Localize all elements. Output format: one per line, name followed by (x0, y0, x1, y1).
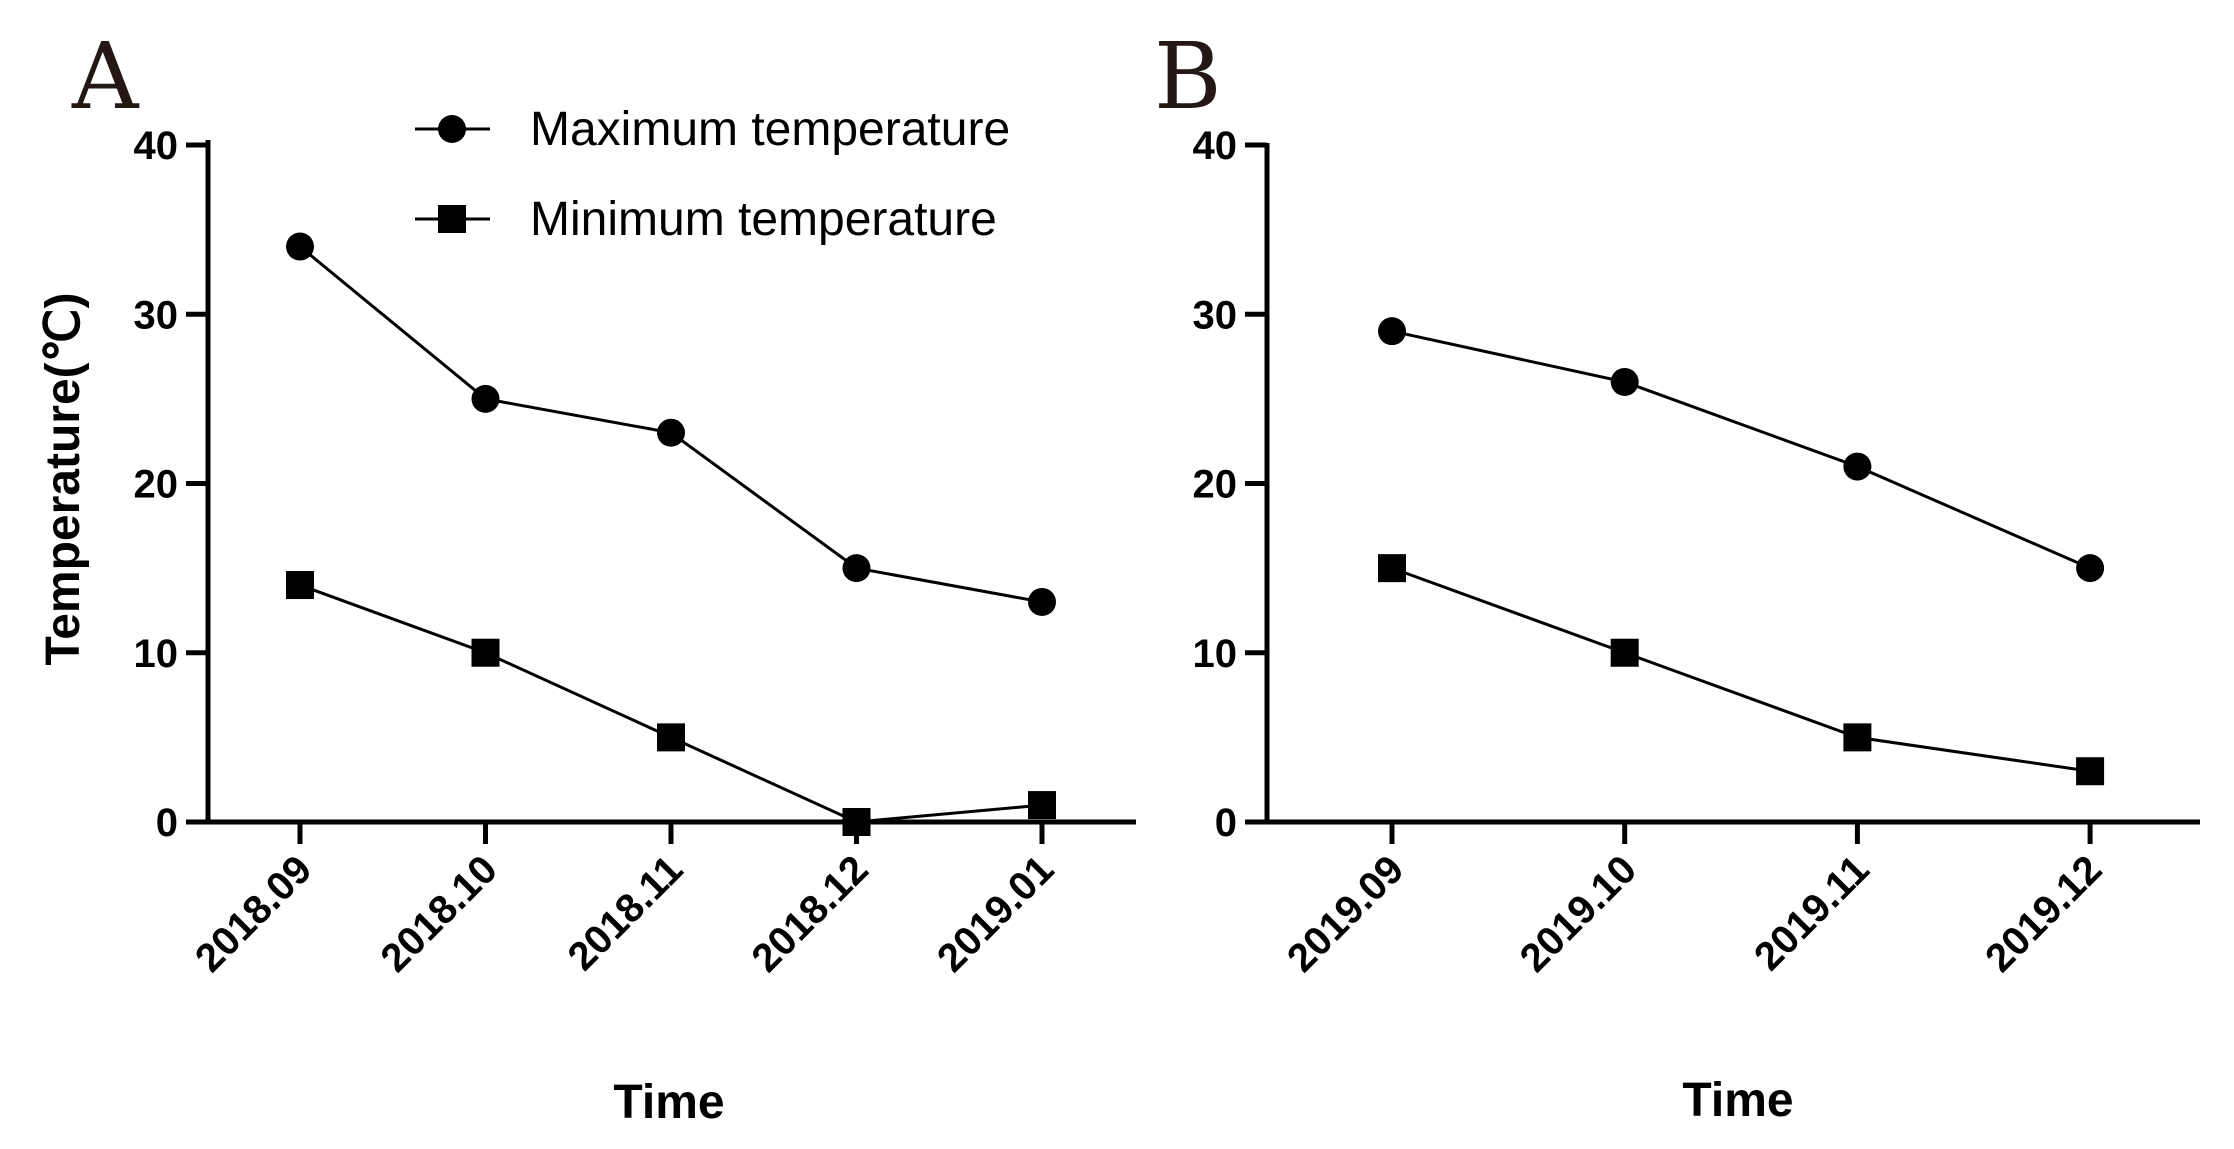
panel-a-max-point (286, 232, 314, 261)
panel-b-x-tick-label: 2019.10 (1512, 847, 1645, 980)
panel-a-y-tick-label: 30 (134, 293, 179, 337)
panel-b-max-point (1610, 367, 1639, 396)
panel-a-max-point (1028, 587, 1056, 616)
panel-a-max-point (657, 418, 685, 447)
panel-a-min-line (299, 583, 1043, 824)
panel-a-y-ticks: 0 10 20 30 40 (134, 124, 208, 845)
panel-b-min-point (1610, 638, 1639, 667)
legend-item-max: Maximum temperature (415, 103, 1010, 156)
panel-b-x-tick-label: 2019.09 (1279, 847, 1412, 980)
panel-b-min-point (1843, 723, 1872, 752)
panel-a-y-tick-label: 10 (134, 632, 179, 676)
panel-b-y-tick-label: 10 (1193, 632, 1238, 676)
panel-b-x-tick-label: 2019.11 (1746, 847, 1878, 979)
panel-b-max-line (1391, 329, 2091, 570)
legend: Maximum temperature Minimum temperature (415, 103, 1010, 246)
panel-b-min-line (1391, 566, 2091, 773)
panel-b-y-tick-label: 0 (1215, 801, 1237, 845)
panel-a-y-axis-title: Temperature(℃) (37, 292, 90, 665)
panel-a-x-tick-label: 2019.01 (929, 847, 1062, 980)
panel-a-min-point (286, 571, 314, 600)
panel-a-x-tick-label: 2018.11 (560, 847, 692, 979)
panel-b-x-tick-label: 2019.12 (1977, 847, 2110, 980)
panel-b-max-point (1843, 452, 1872, 481)
panel-b-max-point (1378, 317, 1406, 346)
panel-a-y-tick-label: 40 (134, 124, 179, 168)
legend-max-label: Maximum temperature (530, 103, 1010, 156)
panel-b-y-tick-label: 40 (1193, 124, 1238, 168)
panel-b-min-point (2076, 757, 2105, 786)
panel-a-y-tick-label: 0 (156, 801, 178, 845)
panel-b-max-point (2076, 554, 2105, 583)
panel-b-series (1378, 317, 2105, 786)
panel-a-min-point (842, 808, 871, 836)
panel-a-min-point (1028, 791, 1056, 820)
panel-b-x-ticks: 2019.09 2019.10 2019.11 2019.12 (1279, 822, 2110, 981)
panel-a-x-ticks: 2018.09 2018.10 2018.11 2018.12 2019.01 (187, 822, 1062, 981)
panel-a-max-point (842, 554, 871, 583)
legend-item-min: Minimum temperature (415, 193, 997, 246)
panel-a-y-tick-label: 20 (134, 463, 179, 507)
panel-b-x-axis-title: Time (1682, 1074, 1793, 1127)
panel-b-y-tick-label: 20 (1193, 463, 1238, 507)
panel-a-letter: A (71, 23, 140, 130)
panel-a-x-axis-title: Time (613, 1076, 724, 1129)
legend-max-marker (438, 115, 466, 143)
panel-a-series (286, 232, 1056, 836)
panel-a-min-point (657, 723, 685, 752)
panel-a-x-tick-label: 2018.10 (373, 847, 506, 980)
panel-b-y-tick-label: 30 (1193, 293, 1238, 337)
panel-b-letter: B (1154, 23, 1222, 130)
panel-a-min-point (471, 638, 500, 667)
legend-min-marker (438, 205, 466, 233)
panel-b: B 0 10 20 30 40 2019.09 2019.10 2019.11 2019.12… (1154, 23, 2200, 1127)
panel-a-x-tick-label: 2018.09 (187, 847, 320, 980)
panel-a-max-point (471, 384, 500, 413)
panel-b-y-ticks: 0 10 20 30 40 (1193, 124, 1267, 845)
panel-a: A 0 10 20 30 40 2018.09 2018.10 2018.11 2018.12… (37, 23, 1136, 1129)
panel-b-min-point (1378, 554, 1406, 583)
legend-min-label: Minimum temperature (530, 193, 997, 246)
panel-a-x-tick-label: 2018.12 (744, 847, 877, 980)
